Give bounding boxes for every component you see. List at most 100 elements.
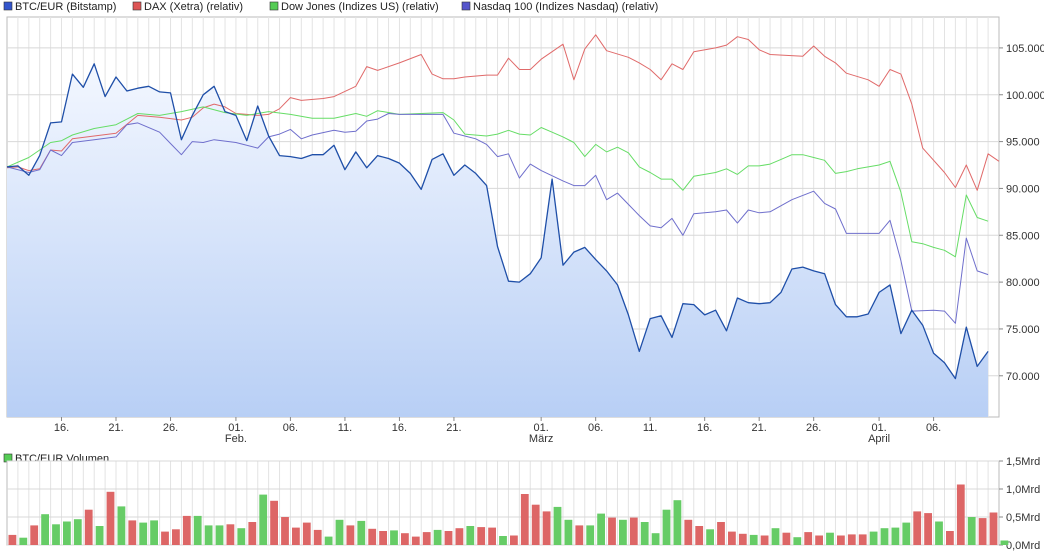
legend-label-0: BTC/EUR (Bitstamp) [15, 1, 116, 13]
volume-bar [182, 515, 191, 545]
volume-bar [237, 528, 246, 545]
volume-bar [357, 520, 366, 545]
volume-bar [706, 529, 714, 545]
legend-swatch-0 [3, 1, 13, 11]
y-tick-label: 90.000 [1006, 183, 1040, 195]
legend-swatch-2 [269, 1, 279, 11]
x-tick-label: 26. [163, 422, 178, 434]
volume-bar [738, 533, 747, 545]
volume-bar [259, 494, 268, 545]
x-tick-label: 01. [871, 422, 886, 434]
volume-bar [193, 515, 202, 545]
x-tick-label: 11. [643, 422, 657, 434]
volume-bar [782, 532, 791, 545]
main-chart-legend: BTC/EUR (Bitstamp) DAX (Xetra) (relativ) D… [3, 1, 658, 13]
volume-bar [390, 530, 398, 545]
volume-bar [422, 532, 431, 545]
volume-bar [619, 519, 627, 545]
volume-bar [662, 509, 671, 545]
x-tick-label: 06. [283, 422, 298, 434]
volume-bar [510, 535, 518, 545]
volume-bar [204, 525, 213, 545]
volume-bar [673, 500, 682, 545]
series-line-2 [6, 106, 989, 258]
volume-y-tick-label: 0,0Mrd [1006, 540, 1040, 552]
volume-bar [989, 512, 998, 545]
volume-bar [172, 529, 180, 545]
volume-bar [488, 527, 496, 545]
volume-bar [346, 525, 355, 545]
volume-bar [935, 521, 943, 545]
x-tick-label: 06. [926, 422, 941, 434]
volume-bar [73, 519, 82, 545]
volume-bar [891, 527, 900, 545]
x-tick-label: 21. [446, 422, 461, 434]
volume-bar [41, 514, 49, 545]
legend-swatch-1 [132, 1, 142, 11]
volume-bar [368, 528, 377, 545]
volume-bar [401, 533, 409, 545]
y-tick-label: 75.000 [1006, 324, 1040, 336]
volume-bar [313, 529, 322, 545]
volume-bar [117, 506, 126, 545]
legend-label-1: DAX (Xetra) (relativ) [144, 1, 243, 13]
volume-bar [760, 535, 769, 545]
legend-label-2: Dow Jones (Indizes US) (relativ) [281, 1, 439, 13]
volume-bar [531, 504, 540, 545]
volume-bar [847, 534, 856, 545]
x-tick-label: 01. [534, 422, 549, 434]
volume-bar [248, 522, 257, 545]
volume-bar [477, 527, 486, 545]
volume-bar [717, 522, 725, 545]
volume-bar [771, 528, 780, 545]
volume-bar [684, 519, 693, 545]
volume-bar [444, 531, 453, 545]
series-line-1 [6, 34, 1000, 191]
volume-bar [826, 532, 834, 545]
volume-bar [564, 519, 573, 545]
x-tick-month-label: April [868, 433, 890, 445]
volume-bar [837, 535, 845, 545]
volume-bar [749, 534, 758, 545]
volume-bar [1000, 540, 1009, 545]
volume-bar [520, 494, 529, 545]
volume-bar [150, 520, 158, 545]
volume-bar [695, 526, 704, 545]
y-tick-label: 85.000 [1006, 230, 1040, 242]
volume-bar [455, 528, 464, 545]
x-tick-month-label: Feb. [225, 433, 247, 445]
volume-bar [956, 484, 965, 545]
volume-bar [302, 522, 311, 545]
volume-bar [924, 513, 932, 545]
volume-bar [902, 522, 911, 545]
volume-bars [8, 484, 1009, 545]
volume-y-tick-label: 1,5Mrd [1006, 456, 1040, 468]
volume-bar [433, 529, 442, 545]
x-tick-label: 21. [752, 422, 767, 434]
volume-chart: 0,0Mrd 0,5Mrd 1,0Mrd 1,5Mrd [6, 456, 1040, 552]
y-tick-label: 100.000 [1006, 90, 1044, 102]
volume-bar [411, 536, 420, 545]
x-tick-label: 26. [806, 422, 821, 434]
volume-bar [324, 536, 333, 545]
volume-bar [869, 531, 878, 545]
btc-area-fill [7, 63, 989, 418]
volume-bar [640, 522, 649, 545]
volume-bar [858, 534, 867, 545]
volume-bar [139, 522, 148, 545]
legend-swatch-3 [461, 1, 471, 11]
x-tick-label: 01. [228, 422, 243, 434]
x-tick-label: 06. [588, 422, 603, 434]
volume-bar [95, 526, 104, 545]
volume-y-tick-label: 1,0Mrd [1006, 484, 1040, 496]
volume-bar [84, 509, 93, 545]
volume-bar [215, 525, 224, 545]
y-tick-label: 95.000 [1006, 137, 1040, 149]
x-tick-label: 11. [338, 422, 352, 434]
volume-bar [651, 533, 660, 545]
y-tick-label: 70.000 [1006, 371, 1040, 383]
volume-bar [728, 531, 736, 545]
y-tick-label: 105.000 [1006, 43, 1044, 55]
volume-bar [815, 535, 823, 545]
